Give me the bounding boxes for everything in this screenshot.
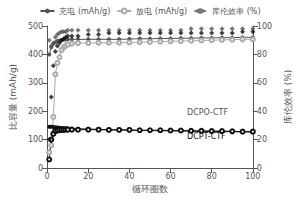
svg-text:库伦效率 (%): 库伦效率 (%) bbox=[283, 70, 293, 124]
svg-text:0: 0 bbox=[45, 172, 50, 181]
svg-text:100: 100 bbox=[28, 135, 43, 144]
svg-text:DCPO-CTF: DCPO-CTF bbox=[187, 108, 228, 117]
svg-text:20: 20 bbox=[83, 172, 93, 181]
svg-text:40: 40 bbox=[257, 107, 267, 116]
svg-text:20: 20 bbox=[257, 135, 267, 144]
svg-text:充电 (mAh/g): 充电 (mAh/g) bbox=[59, 7, 110, 16]
svg-text:80: 80 bbox=[257, 50, 267, 59]
svg-text:放电 (mAh/g): 放电 (mAh/g) bbox=[136, 7, 187, 16]
svg-text:100: 100 bbox=[245, 172, 260, 181]
svg-text:循环圈数: 循环圈数 bbox=[132, 184, 168, 194]
svg-text:80: 80 bbox=[207, 172, 217, 181]
svg-text:300: 300 bbox=[28, 78, 43, 87]
svg-text:DCPT-CTF: DCPT-CTF bbox=[187, 132, 226, 141]
svg-text:100: 100 bbox=[257, 22, 272, 31]
svg-text:60: 60 bbox=[165, 172, 175, 181]
svg-text:60: 60 bbox=[257, 78, 267, 87]
svg-text:0: 0 bbox=[256, 163, 262, 173]
svg-text:200: 200 bbox=[28, 107, 43, 116]
svg-text:400: 400 bbox=[28, 50, 43, 59]
svg-text:0: 0 bbox=[38, 164, 43, 173]
svg-text:库伦效率 (%): 库伦效率 (%) bbox=[212, 7, 260, 16]
svg-text:500: 500 bbox=[28, 22, 43, 31]
svg-text:比容量 (mAh/g): 比容量 (mAh/g) bbox=[8, 64, 18, 130]
svg-text:40: 40 bbox=[124, 172, 134, 181]
